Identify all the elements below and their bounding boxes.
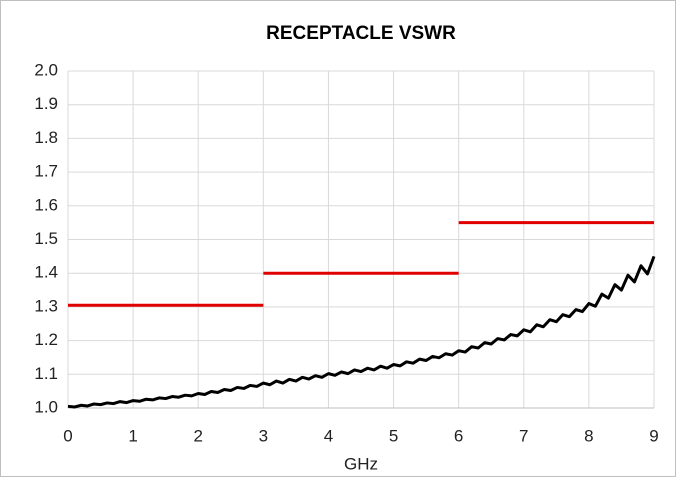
x-tick-label: 4 bbox=[324, 426, 333, 445]
y-tick-label: 1.0 bbox=[34, 397, 58, 416]
y-tick-label: 1.7 bbox=[34, 162, 58, 181]
x-tick-label: 2 bbox=[193, 426, 202, 445]
x-tick-label: 0 bbox=[63, 426, 72, 445]
y-tick-label: 1.2 bbox=[34, 330, 58, 349]
chart-title: RECEPTACLE VSWR bbox=[266, 23, 456, 44]
series-line bbox=[68, 221, 654, 307]
x-tick-label: 1 bbox=[128, 426, 137, 445]
x-tick-label: 8 bbox=[584, 426, 593, 445]
y-tick-label: 2.0 bbox=[34, 60, 58, 79]
series-line bbox=[67, 255, 656, 409]
y-tick-label: 1.9 bbox=[34, 94, 58, 113]
y-tick-label: 1.1 bbox=[34, 364, 58, 383]
y-tick-label: 1.6 bbox=[34, 195, 58, 214]
x-tick-label: 9 bbox=[649, 426, 658, 445]
x-tick-label: 3 bbox=[259, 426, 268, 445]
x-tick-label: 7 bbox=[519, 426, 528, 445]
x-axis-label: GHz bbox=[344, 454, 378, 473]
y-tick-label: 1.3 bbox=[34, 296, 58, 315]
y-tick-label: 1.8 bbox=[34, 128, 58, 147]
x-tick-label: 5 bbox=[389, 426, 398, 445]
x-tick-label: 6 bbox=[454, 426, 463, 445]
y-tick-label: 1.4 bbox=[34, 263, 58, 282]
y-tick-label: 1.5 bbox=[34, 229, 58, 248]
